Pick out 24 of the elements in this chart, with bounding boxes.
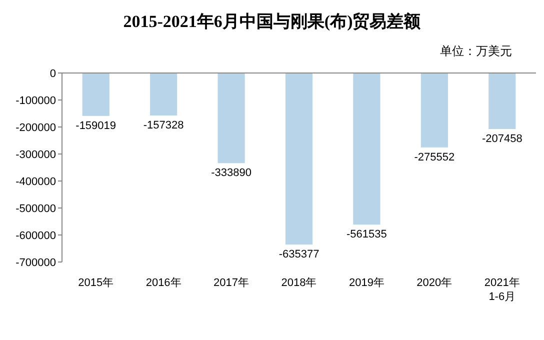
y-tick-label: -600000 <box>16 230 56 242</box>
x-tick-label: 2015年 <box>78 277 114 289</box>
x-tick-label: 2021年 1-6月 <box>484 277 520 303</box>
data-label: -561535 <box>346 228 387 241</box>
data-label: -333890 <box>211 167 252 180</box>
data-label: -275552 <box>414 151 455 164</box>
data-label: -635377 <box>278 248 320 261</box>
y-tick-label: -200000 <box>16 122 56 134</box>
data-label: -159019 <box>76 120 116 132</box>
data-label: -207458 <box>482 133 522 146</box>
y-tick-label: -400000 <box>16 176 56 188</box>
y-tick-label: -500000 <box>16 203 56 215</box>
x-tick-label: 2020年 <box>416 277 452 289</box>
data-label: -157328 <box>143 119 184 132</box>
x-tick-label: 2019年 <box>348 277 384 289</box>
y-tick-label: -300000 <box>16 149 56 161</box>
y-tick-label: -700000 <box>16 257 56 269</box>
y-tick-label: 0 <box>50 68 56 80</box>
x-tick-label: 2016年 <box>146 277 182 289</box>
x-tick-label: 2017年 <box>214 277 250 289</box>
y-tick-label: -100000 <box>16 95 56 107</box>
x-tick-label: 2018年 <box>281 277 317 289</box>
chart-title: 2015-2021年6月中国与刚果(布)贸易差额 <box>123 12 422 31</box>
text: 单位：万美元 <box>440 44 512 58</box>
